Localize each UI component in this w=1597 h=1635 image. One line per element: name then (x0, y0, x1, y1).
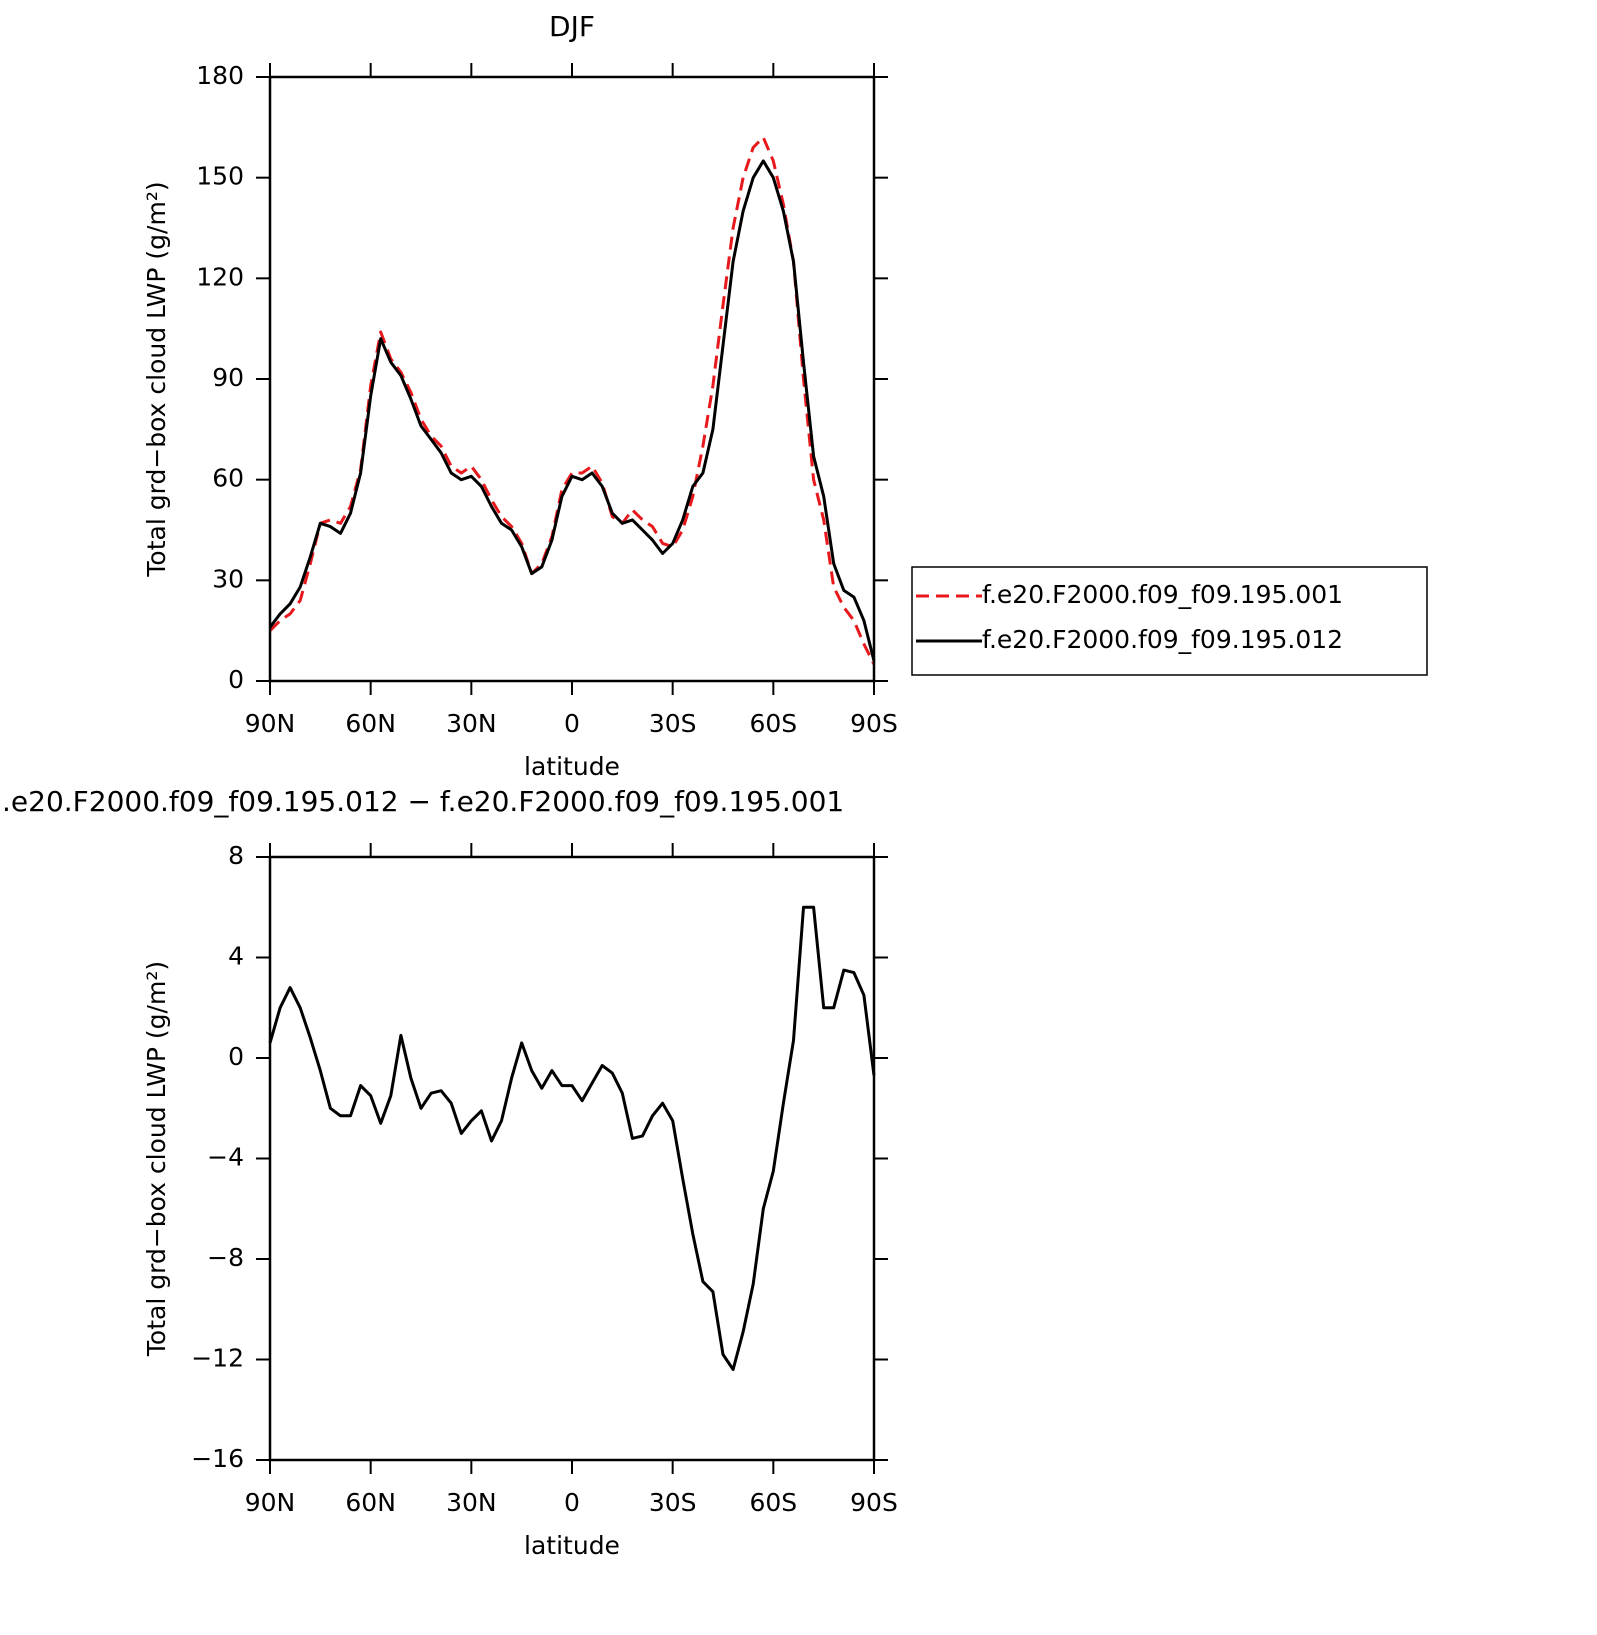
y-tick-label: 60 (212, 464, 244, 493)
y-tick-label: 4 (228, 942, 244, 971)
x-tick-label: 30S (649, 709, 697, 738)
y-tick-label: 90 (212, 363, 244, 392)
x-tick-label: 60S (749, 1488, 797, 1517)
plot-frame (268, 855, 876, 1462)
y-tick-label: 0 (228, 1042, 244, 1071)
x-tick-label: 30S (649, 1488, 697, 1517)
x-tick-label: 90S (850, 709, 898, 738)
y-tick-label: 30 (212, 564, 244, 593)
x-tick-label: 90N (245, 1488, 296, 1517)
data-line (268, 135, 876, 665)
x-tick-label: 60S (749, 709, 797, 738)
x-tick-label: 30N (446, 1488, 497, 1517)
x-tick-label: 60N (345, 709, 396, 738)
y-tick-label: 180 (196, 61, 244, 90)
y-tick-label: 8 (228, 841, 244, 870)
x-tick-label: 60N (345, 1488, 396, 1517)
x-tick-label: 0 (564, 709, 580, 738)
y-tick-label: −4 (207, 1143, 244, 1172)
data-line (268, 159, 876, 662)
y-tick-label: 0 (228, 665, 244, 694)
y-tick-label: 120 (196, 262, 244, 291)
plot-frame (268, 75, 876, 683)
y-axis-label: Total grd−box cloud LWP (g/m²) (142, 181, 171, 577)
x-tick-label: 30N (446, 709, 497, 738)
chart-title: .e20.F2000.f09_f09.195.012 − f.e20.F2000… (2, 785, 844, 818)
data-line (268, 905, 876, 1371)
x-tick-label: 90N (245, 709, 296, 738)
y-tick-label: 150 (196, 162, 244, 191)
legend-label: f.e20.F2000.f09_f09.195.001 (982, 580, 1343, 609)
legend-label: f.e20.F2000.f09_f09.195.012 (982, 625, 1343, 654)
chart-title: DJF (549, 10, 595, 43)
x-axis-label: latitude (524, 1531, 620, 1560)
y-tick-label: −12 (191, 1344, 244, 1373)
x-tick-label: 0 (564, 1488, 580, 1517)
y-axis-label: Total grd−box cloud LWP (g/m²) (142, 961, 171, 1357)
x-axis-label: latitude (524, 752, 620, 781)
legend-box (911, 566, 1428, 676)
y-tick-label: −8 (207, 1243, 244, 1272)
x-tick-label: 90S (850, 1488, 898, 1517)
y-tick-label: −16 (191, 1444, 244, 1473)
